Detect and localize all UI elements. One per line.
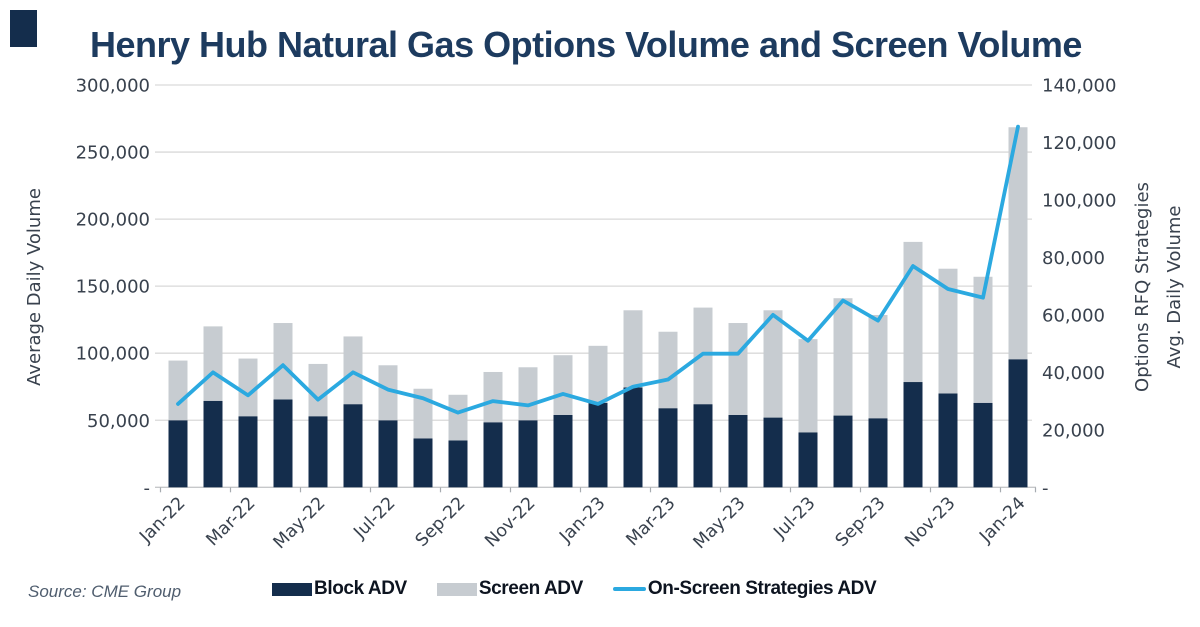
bar-block-segment	[588, 402, 608, 488]
bar-block-segment	[903, 382, 923, 488]
right-axis-tick-label: 120,000	[1042, 133, 1116, 154]
bar-block-segment	[693, 404, 713, 488]
legend-item-screen-adv: Screen ADV	[436, 578, 583, 600]
bar-screen-segment	[553, 355, 573, 415]
bar-screen-segment	[938, 268, 958, 394]
bar-screen-segment	[728, 323, 748, 415]
bar-block-segment	[973, 402, 993, 488]
bar-screen-segment	[868, 314, 888, 419]
legend-label: Screen ADV	[478, 578, 583, 599]
bar-screen-segment	[763, 310, 783, 418]
left-axis-tick-label: 100,000	[76, 344, 150, 365]
right-axis-tick-label: 40,000	[1042, 363, 1105, 384]
block-adv-swatch-icon	[272, 582, 312, 596]
bar-block-segment	[658, 408, 678, 488]
right-axis-title-line2: Avg. Daily Volume	[1164, 206, 1185, 369]
bar-screen-segment	[308, 363, 328, 417]
bar-block-segment	[378, 420, 398, 488]
bar-screen-segment	[1008, 127, 1028, 360]
bar-screen-segment	[483, 371, 503, 423]
right-axis-tick-label: 20,000	[1042, 420, 1105, 441]
x-axis-tick-label: Nov-23	[901, 493, 959, 551]
bar-block-segment	[728, 414, 748, 488]
bar-screen-segment	[518, 367, 538, 421]
legend-label: On-Screen Strategies ADV	[647, 578, 877, 599]
bar-screen-segment	[273, 323, 293, 400]
strategies-line-swatch-icon	[612, 587, 646, 591]
bar-block-segment	[343, 404, 363, 488]
left-axis-tick-label: -	[144, 478, 151, 499]
strategies-trend-line	[176, 124, 1020, 415]
bar-block-segment	[168, 420, 188, 488]
chart-title: Henry Hub Natural Gas Options Volume and…	[90, 24, 1082, 65]
right-axis-title-line1: Options RFQ Strategies	[1132, 182, 1153, 392]
bar-block-segment	[868, 418, 888, 488]
x-axis-tick-label: Mar-23	[623, 493, 680, 550]
left-axis-tick-label: 200,000	[76, 210, 150, 231]
right-axis-tick-label: 60,000	[1042, 305, 1105, 326]
screen-adv-swatch-icon	[436, 582, 477, 596]
bar-block-segment	[798, 432, 818, 488]
bar-block-segment	[413, 438, 433, 488]
left-axis-tick-label: 250,000	[76, 143, 150, 164]
bar-block-segment	[273, 399, 293, 488]
left-axis-tick-label: 150,000	[76, 277, 150, 298]
left-axis-tick-label: 50,000	[87, 411, 150, 432]
bar-block-segment	[1008, 359, 1028, 488]
bar-screen-segment	[448, 394, 468, 441]
legend-item-block-adv: Block ADV	[272, 578, 407, 600]
x-axis-tick-label: Jan-22	[135, 493, 189, 547]
x-axis-tick-label: Jul-23	[770, 493, 820, 543]
bar-screen-segment	[378, 365, 398, 421]
bar-screen-segment	[973, 276, 993, 403]
bar-block-segment	[238, 416, 258, 488]
bar-screen-segment	[238, 358, 258, 417]
source-note: Source: CME Group	[28, 582, 182, 601]
bar-screen-segment	[658, 331, 678, 409]
legend-item-on-screen-strategies-adv: On-Screen Strategies ADV	[612, 578, 877, 600]
x-axis-tick-label: Jan-24	[975, 493, 1029, 547]
bar-block-segment	[763, 417, 783, 488]
legend: Block ADV Screen ADV On-Screen Strategie…	[272, 578, 877, 600]
bar-screen-segment	[903, 241, 923, 383]
right-axis-tick-label: -	[1042, 478, 1049, 499]
bar-screen-segment	[798, 339, 818, 433]
x-axis-tick-label: May-23	[690, 493, 750, 553]
bar-screen-segment	[623, 310, 643, 388]
corner-brand-mark	[10, 10, 37, 47]
left-axis-tick-label: 300,000	[76, 76, 150, 97]
x-axis-tick-label: Sep-22	[412, 493, 470, 551]
right-axis-tick-label: 140,000	[1042, 76, 1116, 97]
bar-block-segment	[203, 400, 223, 488]
right-axis-tick-label: 80,000	[1042, 248, 1105, 269]
x-axis-tick-label: May-22	[270, 493, 330, 553]
bar-block-segment	[308, 416, 328, 488]
x-axis-tick-label: Jan-23	[555, 493, 609, 547]
bar-block-segment	[483, 422, 503, 488]
bar-screen-segment	[588, 345, 608, 403]
bar-screen-segment	[343, 336, 363, 405]
chart-footer: Source: CME Group Block ADV Screen ADV O…	[0, 576, 1200, 616]
bar-block-segment	[448, 440, 468, 488]
bar-screen-segment	[168, 360, 188, 421]
legend-label: Block ADV	[314, 578, 407, 599]
bar-block-segment	[833, 415, 853, 488]
bar-block-segment	[938, 393, 958, 488]
x-axis-tick-label: Nov-22	[481, 493, 539, 551]
bar-screen-segment	[203, 326, 223, 401]
x-axis-tick-label: Mar-22	[203, 493, 260, 550]
x-axis-tick-label: Jul-22	[350, 493, 400, 543]
bar-block-segment	[553, 414, 573, 488]
bar-screen-segment	[833, 298, 853, 416]
bar-block-segment	[518, 420, 538, 488]
left-axis-title: Average Daily Volume	[24, 188, 45, 386]
right-axis-tick-label: 100,000	[1042, 190, 1116, 211]
bar-block-segment	[623, 387, 643, 488]
x-axis-tick-label: Sep-23	[832, 493, 890, 551]
